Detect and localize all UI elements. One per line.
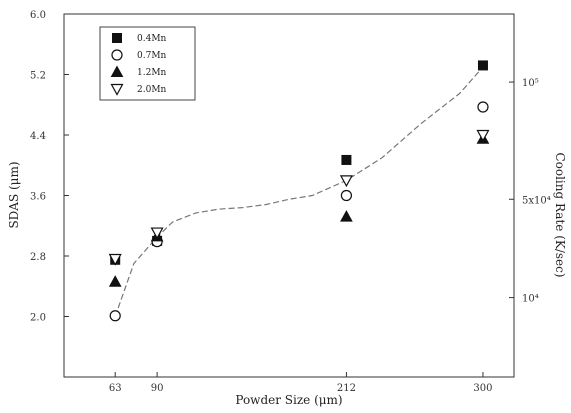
data-point-1-2mn bbox=[340, 210, 353, 222]
data-point-2-0mn bbox=[339, 175, 353, 188]
y2-axis-ticks: 10⁴ 5x10⁴ 10⁵ bbox=[509, 78, 551, 305]
y2-axis-title: Cooling Rate (K/sec) bbox=[553, 152, 567, 277]
x-tick-label: 90 bbox=[151, 383, 164, 394]
data-point-2-0mn bbox=[108, 253, 122, 266]
legend-marker bbox=[110, 83, 124, 96]
data-point-1-2mn bbox=[108, 275, 122, 287]
x-tick-label: 63 bbox=[109, 383, 122, 394]
y2-tick-label: 10⁵ bbox=[522, 78, 539, 89]
data-point-0-7mn bbox=[477, 101, 489, 113]
legend-marker bbox=[110, 65, 124, 77]
data-point-2-0mn bbox=[150, 227, 164, 240]
y-tick-label: 4.4 bbox=[30, 131, 46, 142]
cooling-rate-line bbox=[114, 66, 484, 317]
y-axis-title: SDAS (μm) bbox=[7, 161, 21, 228]
legend-items: 0.4Mn 0.7Mn 1.2Mn 2.0Mn bbox=[110, 33, 167, 96]
series-marks bbox=[108, 60, 490, 322]
legend-label: 0.7Mn bbox=[137, 51, 167, 61]
data-point-2-0mn bbox=[476, 129, 490, 142]
y2-tick-label: 10⁴ bbox=[522, 294, 539, 305]
data-point-0-7mn bbox=[340, 189, 353, 202]
y-tick-label: 2.8 bbox=[30, 252, 46, 263]
legend-label: 0.4Mn bbox=[137, 34, 167, 44]
data-point-0-4mn bbox=[341, 154, 352, 165]
y-axis-ticks: 2.0 2.8 3.6 4.4 5.2 6.0 bbox=[30, 10, 69, 324]
y2-tick-label: 5x10⁴ bbox=[522, 195, 551, 206]
x-tick-label: 300 bbox=[473, 383, 492, 394]
x-axis-ticks: 63 90 212 300 bbox=[109, 372, 493, 394]
legend: 0.4Mn 0.7Mn 1.2Mn 2.0Mn bbox=[99, 26, 196, 101]
y-tick-label: 2.0 bbox=[30, 313, 46, 324]
legend-marker bbox=[112, 33, 122, 43]
y-tick-label: 3.6 bbox=[30, 192, 46, 203]
cooling-rate-curve bbox=[114, 66, 484, 317]
y-tick-label: 5.2 bbox=[30, 71, 46, 82]
x-axis-title: Powder Size (μm) bbox=[235, 393, 342, 407]
legend-label: 1.2Mn bbox=[137, 68, 167, 78]
data-point-0-4mn bbox=[477, 60, 488, 71]
x-tick-label: 212 bbox=[337, 383, 356, 394]
data-point-0-7mn bbox=[109, 310, 121, 322]
y-tick-label: 6.0 bbox=[30, 10, 46, 21]
legend-label: 2.0Mn bbox=[137, 85, 167, 95]
legend-marker bbox=[111, 49, 123, 61]
